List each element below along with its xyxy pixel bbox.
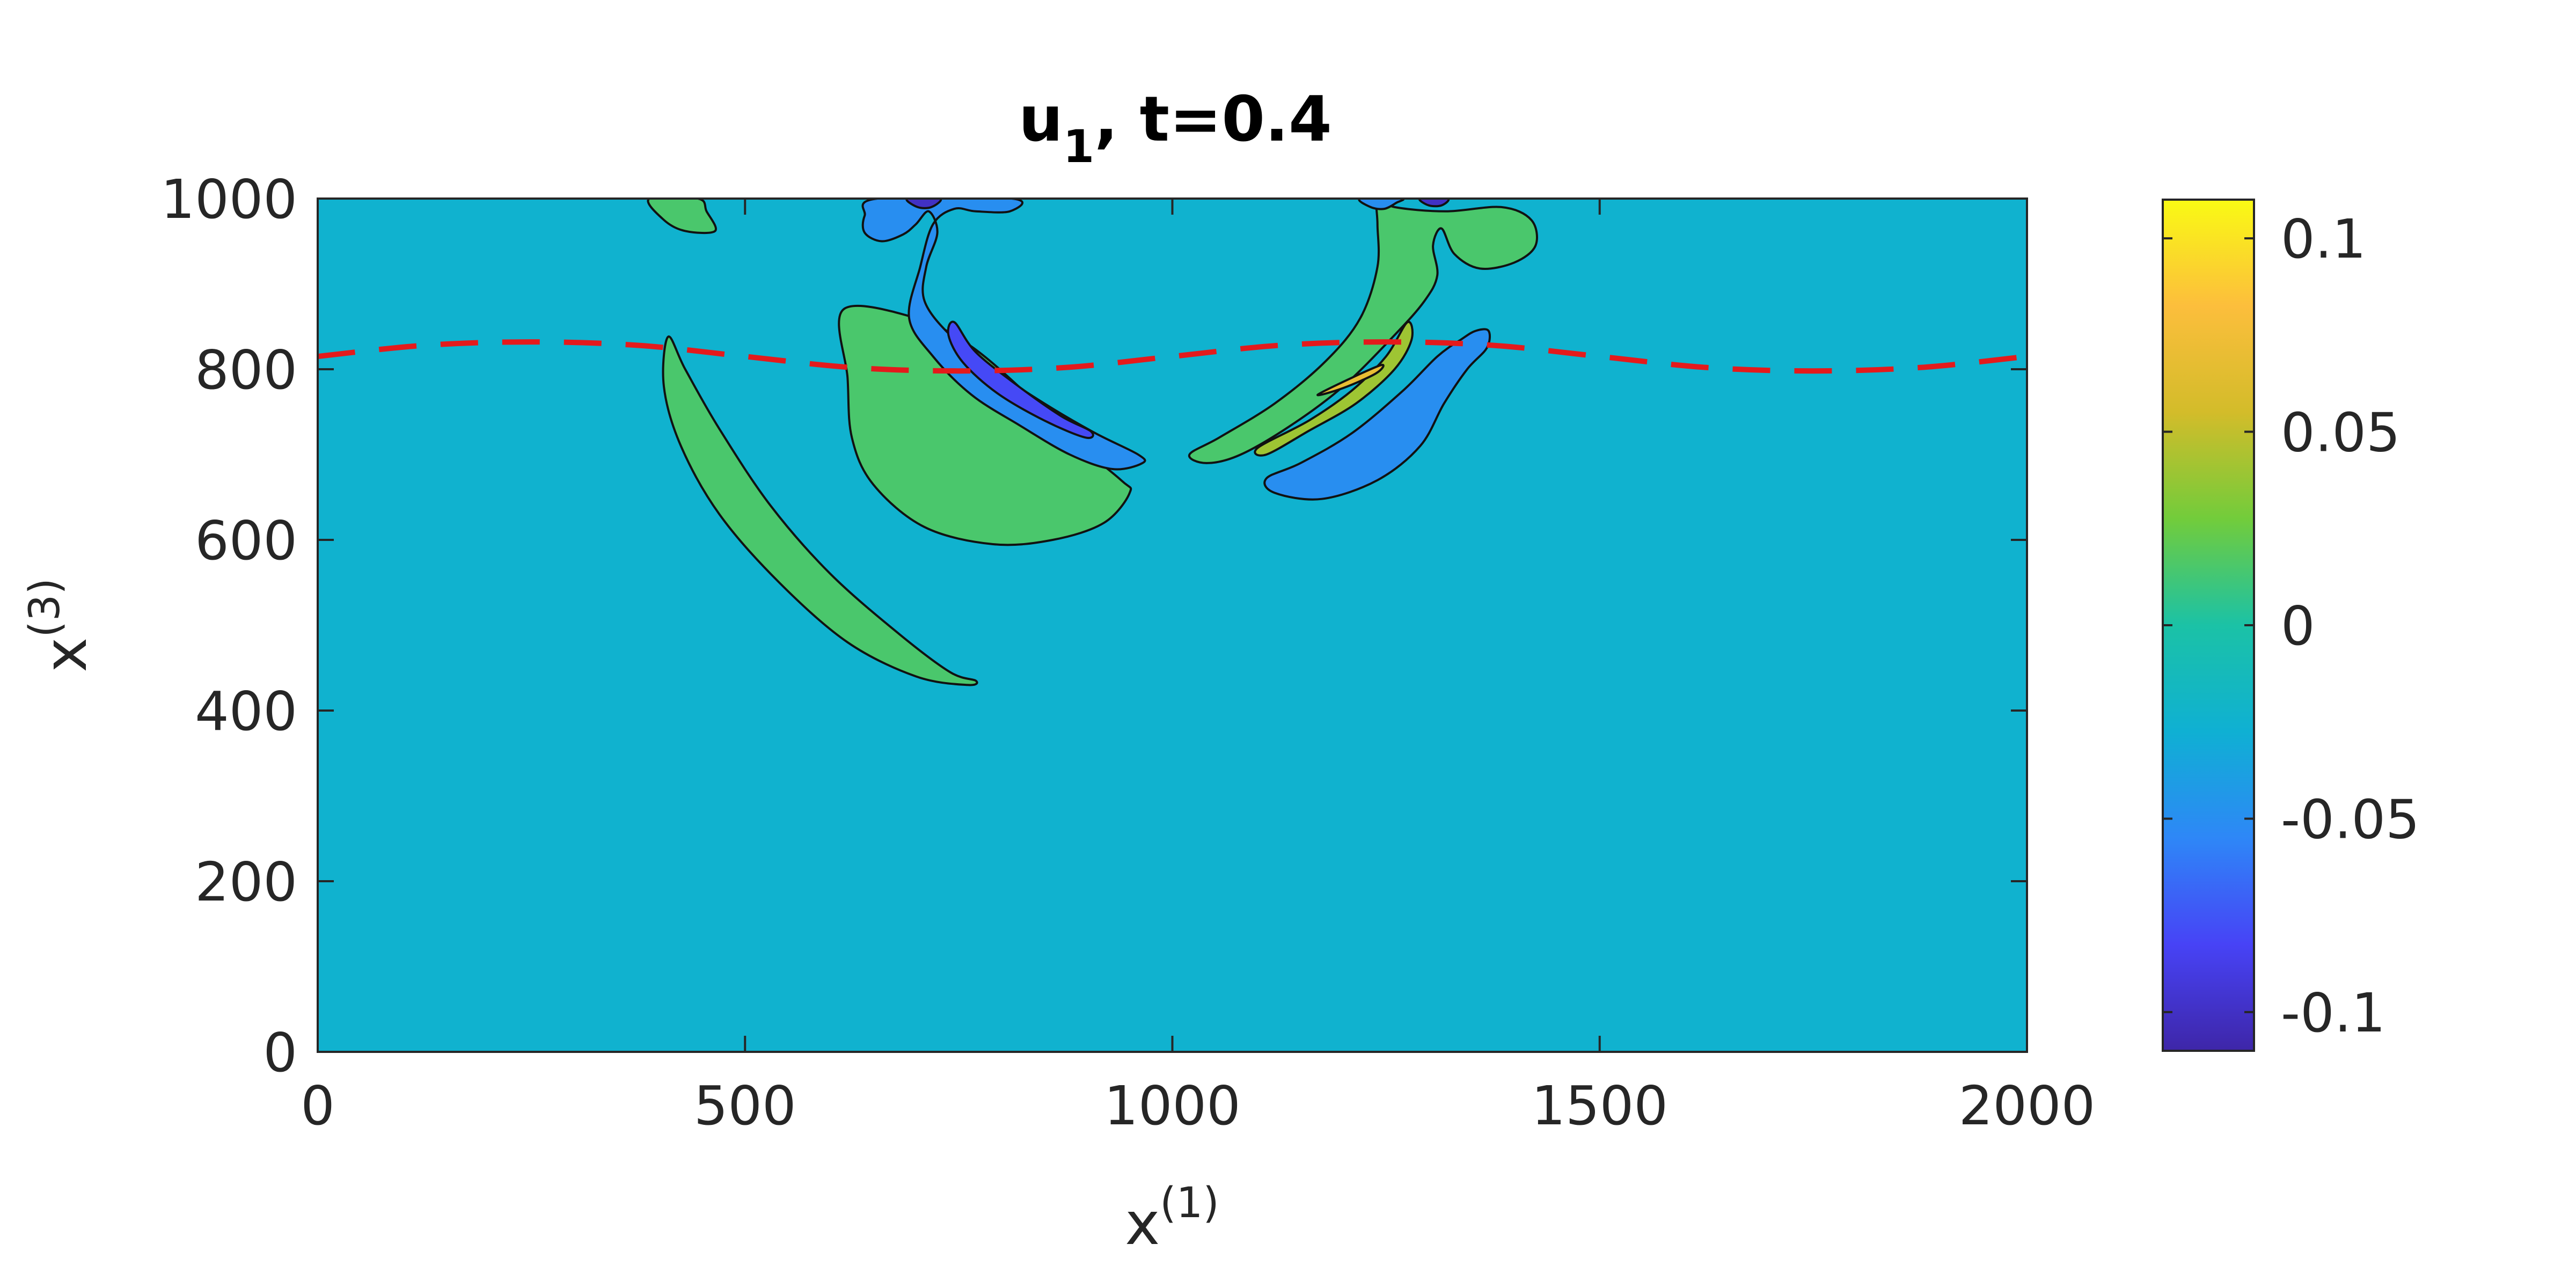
contour-region-right-core-yellow [1316,363,1385,397]
plot-background [318,199,2027,1052]
y-axis-ticks: 0 200 400 600 800 1000 [161,168,2027,1084]
x-tick-label: 1500 [1532,1074,1668,1137]
y-tick-label: 0 [263,1021,297,1084]
x-label-sup: (1) [1160,1179,1219,1227]
x-axis-ticks: 0 500 1000 1500 2000 [301,199,2095,1137]
colorbar-ticks: -0.1 -0.05 0 0.05 0.1 [2163,208,2420,1044]
contour-region-central-positive-lobe [838,304,1132,546]
y-tick-label: 1000 [161,168,298,231]
plot-area: 0 500 1000 1500 2000 0 200 400 600 800 1000 [161,168,2096,1137]
y-label-base: x [31,638,100,672]
colorbar-tick-label: -0.05 [2281,788,2420,851]
contour-region-left-negative-stem [861,199,1146,471]
title-main: u [1019,83,1063,156]
x-tick-label: 1000 [1104,1074,1241,1137]
colorbar-gradient [2162,199,2255,1052]
x-label-base: x [1125,1189,1160,1258]
colorbar-tick-label: 0.1 [2281,208,2366,270]
contour-region-right-top-dark-spot [1418,199,1450,208]
y-tick-label: 600 [195,509,297,572]
title-rest: , t=0.4 [1094,83,1332,156]
contour-region-right-positive-stem [1188,199,1538,464]
contour-region-right-top-negative-spot [1358,199,1405,210]
colorbar-tick-label: 0.05 [2281,401,2401,464]
x-tick-label: 2000 [1959,1074,2096,1137]
contour-region-top-left-small-lobe [647,199,717,235]
colorbar-tick-label: -0.1 [2281,982,2385,1044]
x-axis-label: x(1) [1125,1179,1219,1258]
y-tick-label: 400 [195,680,297,743]
y-tick-label: 800 [195,339,297,401]
x-tick-label: 500 [694,1074,796,1137]
y-axis-label: x(3) [21,578,100,672]
chart-title: u1, t=0.4 [1019,83,1332,173]
y-tick-label: 200 [195,851,297,913]
contour-region-long-positive-lobe [662,335,978,686]
contour-region-left-top-spot [905,199,942,209]
y-label-sup: (3) [21,578,69,638]
interface-dashed-curve [318,339,2027,374]
title-subscript: 1 [1063,120,1094,173]
contour-regions [647,199,1538,686]
x-tick-label: 0 [301,1074,335,1137]
colorbar: -0.1 -0.05 0 0.05 0.1 [2162,199,2420,1052]
colorbar-tick-label: 0 [2281,595,2315,657]
contour-region-left-negative-core [947,320,1094,439]
contour-region-right-inner-green [1254,320,1414,457]
